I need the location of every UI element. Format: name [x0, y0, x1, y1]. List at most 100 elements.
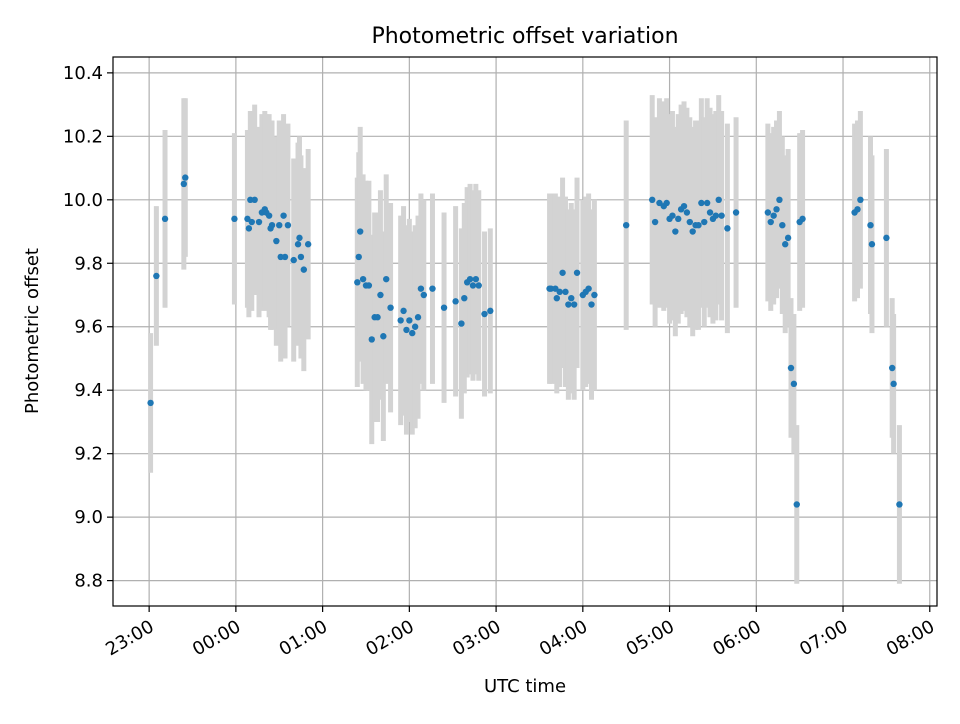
data-point: [359, 275, 367, 283]
data-point: [458, 320, 465, 327]
data-point: [556, 288, 563, 296]
data-point: [689, 228, 696, 235]
data-point: [481, 310, 488, 318]
data-point: [296, 234, 303, 242]
data-point: [790, 380, 798, 388]
data-point: [147, 399, 154, 407]
data-point: [245, 225, 253, 232]
data-point: [409, 329, 416, 337]
data-point: [683, 209, 691, 216]
data-point: [161, 215, 169, 223]
data-point: [397, 317, 404, 324]
data-point: [365, 282, 373, 289]
data-point: [712, 212, 720, 219]
data-point: [469, 282, 477, 289]
data-point: [472, 275, 480, 283]
data-point: [420, 291, 428, 299]
data-point: [414, 314, 422, 321]
data-point: [276, 221, 283, 229]
data-point: [703, 199, 711, 207]
data-point: [799, 215, 806, 223]
data-point: [440, 304, 448, 311]
data-point: [429, 285, 436, 292]
data-point: [380, 333, 387, 340]
data-point: [383, 275, 390, 283]
data-point: [776, 196, 783, 204]
y-tick-label: 9.0: [74, 507, 103, 528]
y-tick-label: 8.8: [74, 571, 103, 592]
data-point: [787, 364, 795, 372]
data-point: [294, 241, 302, 248]
data-point: [461, 294, 468, 302]
data-point: [701, 218, 708, 226]
data-point: [669, 212, 676, 219]
data-point: [779, 221, 786, 229]
y-tick-label: 10.4: [63, 63, 103, 84]
data-point: [562, 288, 569, 296]
data-point: [559, 269, 566, 276]
data-point: [273, 237, 280, 245]
data-point: [182, 174, 189, 181]
data-point: [231, 215, 238, 223]
data-point: [568, 294, 575, 302]
plot-area-frame: [112, 56, 938, 607]
data-point: [857, 196, 864, 204]
data-point: [888, 364, 896, 372]
y-tick-label: 9.2: [74, 444, 103, 465]
data-point: [374, 314, 381, 321]
y-axis-ticks: 8.8 9.0 9.2 9.4 9.6 9.8 10.0 10.2 10.4: [63, 63, 113, 592]
data-point: [715, 196, 722, 204]
data-point: [284, 221, 292, 229]
data-points: [147, 174, 903, 508]
data-point: [268, 221, 276, 229]
data-point: [718, 212, 725, 219]
data-point: [651, 218, 659, 226]
data-point: [466, 275, 474, 283]
data-point: [304, 241, 312, 248]
data-point: [793, 501, 800, 508]
data-point: [290, 256, 297, 264]
data-point: [854, 206, 861, 213]
y-tick-label: 9.4: [74, 380, 103, 401]
data-point: [588, 301, 595, 308]
data-point: [570, 301, 578, 308]
data-point: [686, 218, 693, 226]
data-point: [724, 225, 731, 232]
data-point: [297, 253, 305, 261]
data-point: [553, 294, 561, 302]
data-point: [400, 307, 407, 315]
data-point: [354, 279, 361, 286]
y-tick-label: 9.8: [74, 253, 103, 274]
data-point: [355, 253, 362, 261]
data-point: [767, 218, 774, 226]
data-point: [251, 196, 258, 204]
data-point: [403, 326, 410, 334]
y-axis-label: Photometric offset: [22, 248, 43, 414]
data-point: [475, 282, 482, 289]
data-point: [180, 180, 188, 188]
data-point: [153, 272, 160, 280]
data-point: [867, 221, 874, 229]
data-point: [883, 234, 890, 242]
data-point: [591, 291, 598, 299]
data-point: [255, 218, 263, 226]
grid-lines: [113, 57, 937, 606]
data-point: [368, 336, 375, 343]
data-point: [248, 218, 255, 226]
data-point: [411, 323, 419, 330]
data-point: [675, 215, 682, 223]
data-point: [487, 307, 494, 315]
data-point: [280, 212, 287, 219]
data-point: [649, 196, 656, 204]
data-point: [698, 199, 705, 207]
data-point: [773, 206, 780, 213]
data-point: [573, 269, 581, 276]
data-point: [417, 285, 425, 292]
data-point: [680, 202, 688, 210]
data-point: [357, 228, 364, 235]
data-point: [764, 209, 772, 216]
data-point: [890, 380, 897, 388]
data-point: [281, 253, 289, 261]
